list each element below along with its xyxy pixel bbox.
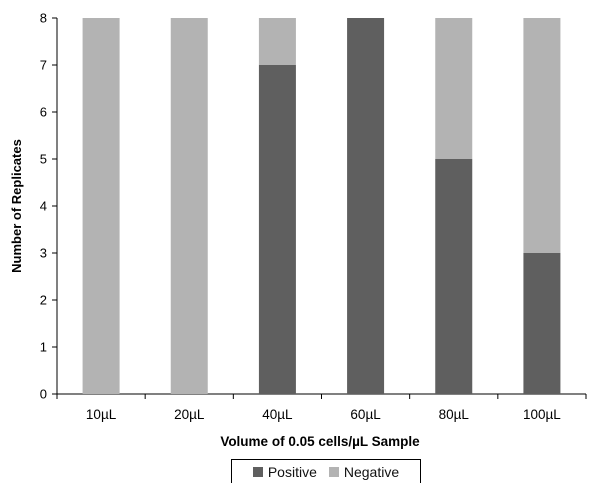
y-axis-label: Number of Replicates	[9, 139, 24, 273]
bar-negative-1	[170, 18, 208, 394]
x-tick-label: 80µL	[439, 407, 470, 422]
chart-legend: Positive Negative	[231, 459, 421, 483]
bar-negative-5	[523, 18, 561, 253]
bar-negative-2	[258, 18, 296, 65]
x-tick-label: 100µL	[523, 407, 561, 422]
y-tick-label: 0	[40, 387, 47, 402]
bar-positive-2	[258, 65, 296, 394]
legend-swatch-negative	[328, 466, 339, 477]
plot-area: 0 1 2 3 4 5 6 7 8 10µL 20µL 40µL 60µL 80µL 100µL	[40, 11, 587, 422]
legend-item-negative: Negative	[328, 463, 400, 480]
y-tick-label: 2	[40, 293, 47, 308]
x-tick-label: 20µL	[174, 407, 205, 422]
bar-positive-5	[523, 253, 561, 394]
y-tick-label: 3	[40, 246, 47, 261]
x-tick-label: 40µL	[262, 407, 293, 422]
y-tick-label: 4	[40, 199, 47, 214]
y-tick-label: 7	[40, 58, 47, 73]
bar-negative-4	[435, 18, 473, 159]
y-tick-label: 6	[40, 105, 47, 120]
y-tick-label: 8	[40, 11, 47, 26]
y-tick-label: 5	[40, 152, 47, 167]
bar-positive-3	[347, 18, 385, 394]
bar-negative-0	[82, 18, 120, 394]
x-axis-label: Volume of 0.05 cells/µL Sample	[220, 434, 420, 449]
legend-label-positive: Positive	[267, 463, 317, 480]
y-tick-label: 1	[40, 340, 47, 355]
x-tick-label: 60µL	[350, 407, 381, 422]
bar-positive-4	[435, 159, 473, 394]
legend-swatch-positive	[252, 466, 263, 477]
legend-item-positive: Positive	[252, 463, 317, 480]
legend-label-negative: Negative	[343, 463, 400, 480]
x-tick-label: 10µL	[86, 407, 117, 422]
